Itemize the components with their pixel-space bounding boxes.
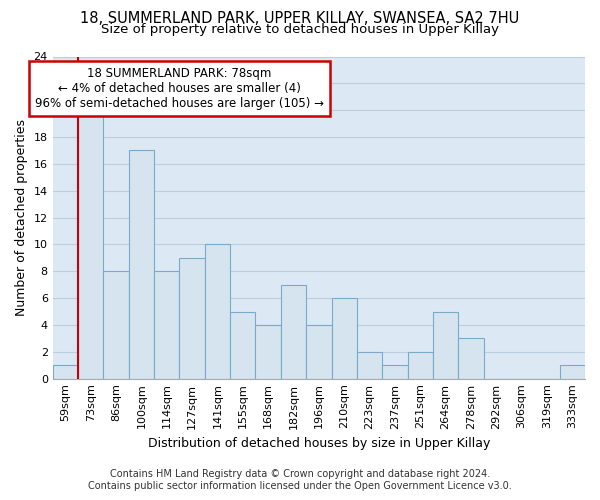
Bar — [281, 284, 306, 378]
Bar — [179, 258, 205, 378]
Bar — [129, 150, 154, 378]
Text: Size of property relative to detached houses in Upper Killay: Size of property relative to detached ho… — [101, 22, 499, 36]
Bar — [53, 366, 78, 378]
Bar — [332, 298, 357, 378]
Bar — [306, 325, 332, 378]
Bar — [357, 352, 382, 378]
Bar — [382, 366, 407, 378]
Text: 18 SUMMERLAND PARK: 78sqm
← 4% of detached houses are smaller (4)
96% of semi-de: 18 SUMMERLAND PARK: 78sqm ← 4% of detach… — [35, 67, 324, 110]
Bar — [78, 110, 103, 378]
Bar — [256, 325, 281, 378]
Bar — [230, 312, 256, 378]
Bar — [103, 272, 129, 378]
Text: 18, SUMMERLAND PARK, UPPER KILLAY, SWANSEA, SA2 7HU: 18, SUMMERLAND PARK, UPPER KILLAY, SWANS… — [80, 11, 520, 26]
Bar — [407, 352, 433, 378]
Bar — [458, 338, 484, 378]
Bar — [560, 366, 585, 378]
Bar — [154, 272, 179, 378]
Y-axis label: Number of detached properties: Number of detached properties — [15, 119, 28, 316]
Text: Contains HM Land Registry data © Crown copyright and database right 2024.
Contai: Contains HM Land Registry data © Crown c… — [88, 470, 512, 491]
Bar — [433, 312, 458, 378]
Bar — [205, 244, 230, 378]
X-axis label: Distribution of detached houses by size in Upper Killay: Distribution of detached houses by size … — [148, 437, 490, 450]
